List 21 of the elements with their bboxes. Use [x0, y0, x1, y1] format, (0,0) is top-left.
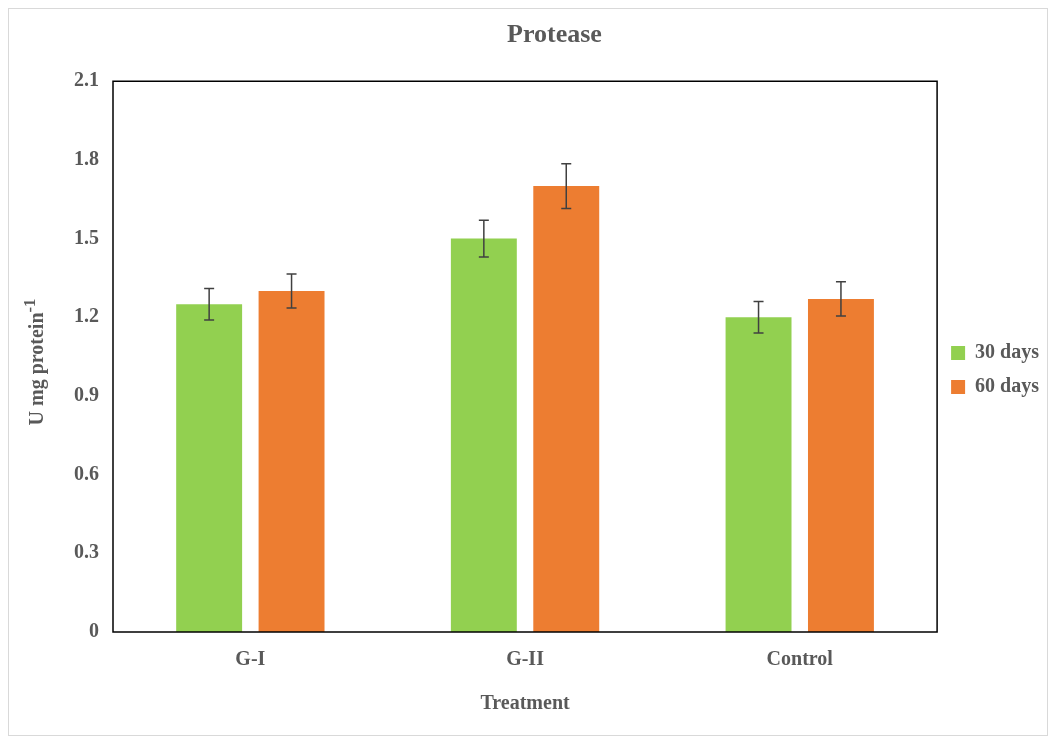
y-tick-label: 0.9 — [74, 383, 99, 406]
legend-label: 60 days — [975, 374, 1040, 398]
bar — [176, 304, 243, 632]
x-tick-label: G-I — [235, 647, 266, 670]
bar — [533, 186, 600, 632]
bar — [258, 291, 325, 632]
bar — [807, 298, 874, 632]
chart-title: Protease — [507, 19, 602, 49]
y-tick-label: 2.1 — [74, 68, 99, 91]
x-tick-label: Control — [766, 647, 834, 670]
y-tick-label: 0.6 — [74, 461, 99, 484]
y-tick-label: 1.2 — [74, 304, 99, 327]
bar — [725, 317, 792, 632]
y-tick-label: 1.5 — [74, 225, 99, 248]
x-tick-label: G-II — [506, 647, 545, 670]
bar — [450, 238, 517, 632]
x-axis-title: Treatment — [480, 691, 570, 714]
legend-label: 30 days — [975, 340, 1040, 364]
y-tick-label: 1.8 — [74, 147, 99, 170]
y-tick-label: 0.3 — [74, 540, 99, 563]
y-tick-label: 0 — [89, 619, 99, 642]
